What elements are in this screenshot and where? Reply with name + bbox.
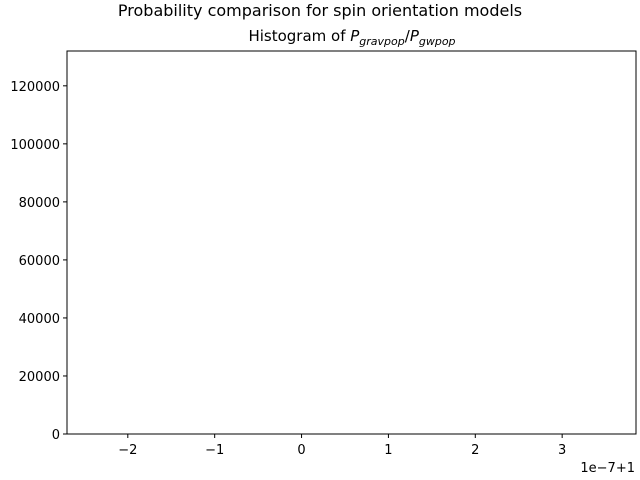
x-tick-label: 2 — [471, 443, 479, 458]
y-tick-label: 40000 — [19, 312, 60, 327]
title-numerator: P — [350, 27, 360, 45]
y-tick-label: 60000 — [19, 254, 60, 269]
chart-title: Histogram of Pgravpop/Pgwpop — [248, 27, 455, 48]
x-axis-ticks: −2 −1 0 1 2 3 — [118, 434, 566, 458]
y-tick-label: 20000 — [19, 370, 60, 385]
title-denominator: P — [410, 27, 420, 45]
y-tick-label: 80000 — [19, 196, 60, 211]
plot-area — [66, 50, 637, 435]
x-axis-offset-label: 1e−7+1 — [580, 461, 635, 476]
plot-frame — [66, 50, 637, 435]
y-tick-label: 120000 — [10, 80, 60, 95]
title-denominator-subscript: gwpop — [419, 35, 456, 48]
x-tick-label: 0 — [297, 443, 305, 458]
title-numerator-subscript: gravpop — [359, 35, 404, 48]
x-tick-label: −1 — [205, 443, 224, 458]
y-tick-label: 100000 — [10, 138, 60, 153]
title-slash: / — [405, 27, 411, 45]
x-tick-label: 1 — [384, 443, 392, 458]
title-prefix: Histogram of — [248, 27, 350, 45]
y-tick-label: 0 — [52, 428, 60, 443]
x-tick-label: 3 — [558, 443, 566, 458]
x-tick-label: −2 — [118, 443, 137, 458]
y-axis-ticks: 0 20000 40000 60000 80000 100000 120000 — [10, 80, 67, 443]
chart-suptitle: Probability comparison for spin orientat… — [118, 1, 522, 20]
